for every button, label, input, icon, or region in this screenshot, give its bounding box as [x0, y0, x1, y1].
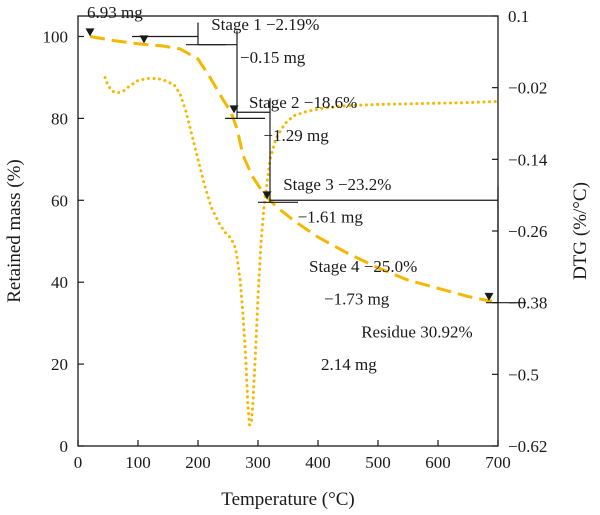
y-tick-label: 100 — [43, 27, 69, 46]
plot-frame — [77, 15, 499, 447]
x-tick-label: 0 — [74, 453, 83, 472]
x-tick-label: 200 — [185, 453, 211, 472]
dtg-curve — [103, 76, 500, 427]
stage-marker-triangle — [139, 35, 149, 44]
x-tick-label: 600 — [425, 453, 451, 472]
x-tick-label: 400 — [305, 453, 331, 472]
y2-tick-label: −0.38 — [508, 294, 547, 313]
annotation-label: Stage 2 −18.6% — [249, 93, 357, 112]
annotation-label: −0.15 mg — [240, 48, 306, 67]
y-axis-label-right: DTG (%/°C) — [570, 182, 591, 280]
annotation-label: Residue 30.92% — [361, 322, 472, 341]
stage-marker-triangle — [262, 191, 272, 200]
y2-tick-label: −0.26 — [508, 222, 547, 241]
plot-border — [77, 15, 499, 447]
y-axis-label-left: Retained mass (%) — [4, 159, 25, 303]
tg-curve — [89, 35, 493, 303]
y-tick-label: 60 — [51, 191, 68, 210]
y-tick-label: 20 — [51, 355, 68, 374]
x-tick-label: 100 — [125, 453, 151, 472]
x-axis-label: Temperature (°C) — [221, 489, 354, 510]
series-layer — [89, 35, 500, 427]
x-tick-label: 700 — [485, 453, 511, 472]
y2-tick-label: −0.62 — [508, 437, 547, 456]
annotation-label: −1.73 mg — [324, 290, 390, 309]
stage-marker-triangle — [484, 292, 494, 301]
stage-marker-triangle — [229, 105, 239, 114]
annotation-label: Stage 4 −25.0% — [309, 257, 417, 276]
annotation-label: −1.61 mg — [298, 208, 364, 227]
y-tick-label: 0 — [60, 437, 69, 456]
annotation-label: 6.93 mg — [87, 3, 143, 22]
x-tick-label: 500 — [365, 453, 391, 472]
y2-tick-label: −0.14 — [508, 150, 548, 169]
annotation-label: Stage 1 −2.19% — [211, 15, 319, 34]
y2-tick-label: −0.5 — [508, 365, 539, 384]
stage-marker-triangle — [85, 28, 95, 37]
annotation-label: −1.29 mg — [263, 126, 329, 145]
stage-markers — [85, 28, 494, 301]
y2-tick-label: −0.02 — [508, 79, 547, 98]
y2-tick-label: 0.1 — [508, 7, 529, 26]
annotations: 6.93 mg Stage 1 −2.19% −0.15 mg Stage 2 −18… — [87, 3, 473, 374]
axis-ticks: 0 100 200 300 400 500 600 700 0 20 40 60 80 100 0.1 −0.… — [43, 7, 548, 472]
annotation-label: 2.14 mg — [321, 355, 377, 374]
y-tick-label: 40 — [51, 273, 68, 292]
y-tick-label: 80 — [51, 109, 68, 128]
annotation-label: Stage 3 −23.2% — [283, 175, 391, 194]
x-tick-label: 300 — [245, 453, 271, 472]
stage-brackets — [132, 22, 526, 304]
